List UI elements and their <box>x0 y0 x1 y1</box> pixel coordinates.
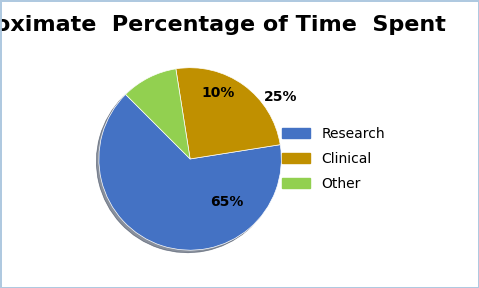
Legend: Research, Clinical, Other: Research, Clinical, Other <box>277 121 390 197</box>
Wedge shape <box>99 94 281 250</box>
Text: 10%: 10% <box>202 86 235 100</box>
Text: 65%: 65% <box>210 195 244 209</box>
Text: 25%: 25% <box>263 90 297 104</box>
Title: Approximate  Percentage of Time  Spent: Approximate Percentage of Time Spent <box>0 15 445 35</box>
Wedge shape <box>125 69 190 159</box>
Wedge shape <box>176 68 280 159</box>
